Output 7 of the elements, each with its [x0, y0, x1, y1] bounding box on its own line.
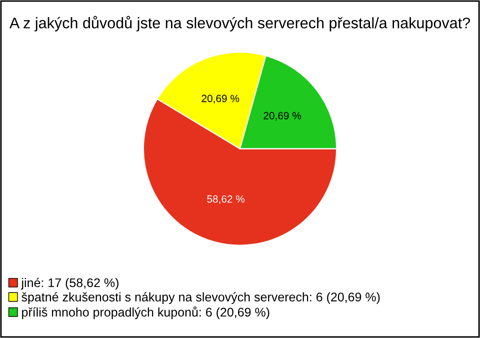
- legend-label: příliš mnoho propadlých kuponů: 6 (20,69 %): [22, 306, 270, 320]
- data-label: 20,69 %: [202, 94, 240, 104]
- chart-title: A z jakých důvodů jste na slevových serverech přestal/a nakupovat?: [9, 16, 470, 32]
- legend-label: špatné zkušenosti s nákupy na slevových serverech: 6 (20,69 %): [22, 292, 380, 304]
- legend-label: jiné: 17 (58,62 %): [20, 278, 118, 290]
- data-label: 20,69 %: [264, 112, 302, 121]
- data-label: 58,62 %: [207, 195, 245, 204]
